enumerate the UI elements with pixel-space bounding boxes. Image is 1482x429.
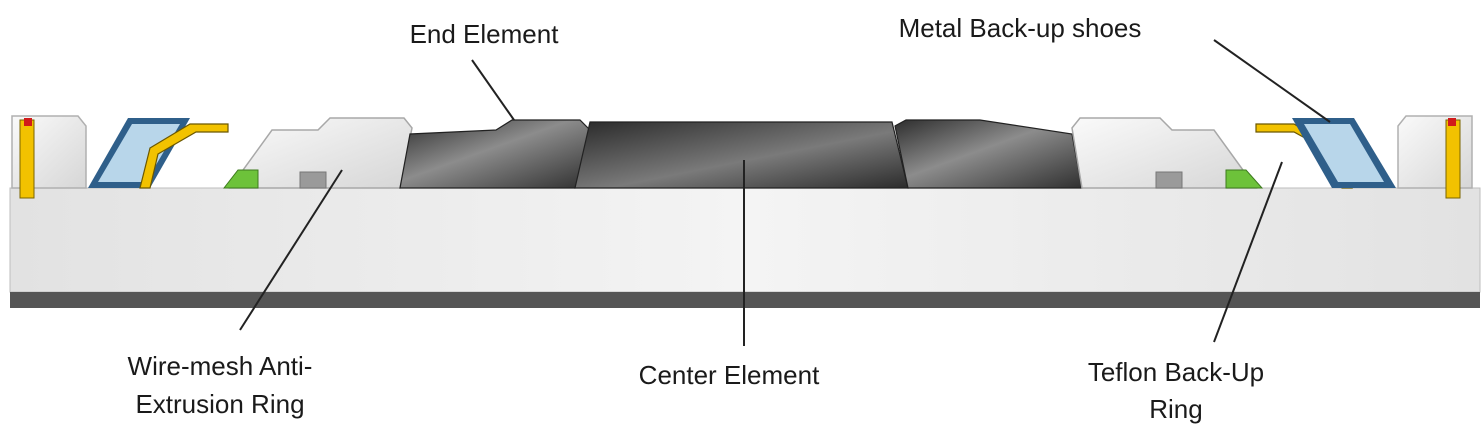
label-wire-mesh-line2: Extrusion Ring xyxy=(135,389,304,419)
label-end-element: End Element xyxy=(410,19,560,49)
left-wire-mesh-ring xyxy=(222,169,259,189)
left-end-ring xyxy=(11,115,87,199)
label-metal-backup-shoes: Metal Back-up shoes xyxy=(899,13,1142,43)
left-gauge-notch xyxy=(299,171,327,189)
label-teflon-line1: Teflon Back-Up xyxy=(1088,357,1264,387)
right-gauge-ring xyxy=(1071,117,1264,189)
right-red-marker xyxy=(1448,118,1456,126)
right-yellow-pin xyxy=(1445,119,1461,199)
left-metal-backup-shoe xyxy=(139,123,229,189)
left-yellow-pin xyxy=(19,119,35,199)
left-teflon-ring xyxy=(88,118,190,188)
leader-teflon xyxy=(1213,161,1283,343)
left-end-element xyxy=(399,119,591,189)
leader-wire-mesh xyxy=(239,169,343,331)
left-red-marker xyxy=(24,118,32,126)
label-wire-mesh-line1: Wire-mesh Anti- xyxy=(128,351,313,381)
label-teflon-line2: Ring xyxy=(1149,394,1202,424)
right-teflon-ring xyxy=(1292,118,1396,188)
label-center-element: Center Element xyxy=(639,360,820,390)
leader-metal-backup-shoes xyxy=(1213,39,1331,123)
leader-lines xyxy=(239,39,1331,346)
right-end-element xyxy=(894,119,1083,189)
right-end-ring xyxy=(1397,115,1473,199)
right-wire-mesh-ring xyxy=(1225,169,1264,189)
center-element xyxy=(574,121,909,189)
left-gauge-ring xyxy=(222,117,413,189)
leader-end-element xyxy=(471,59,515,121)
right-gauge-notch xyxy=(1155,171,1183,189)
